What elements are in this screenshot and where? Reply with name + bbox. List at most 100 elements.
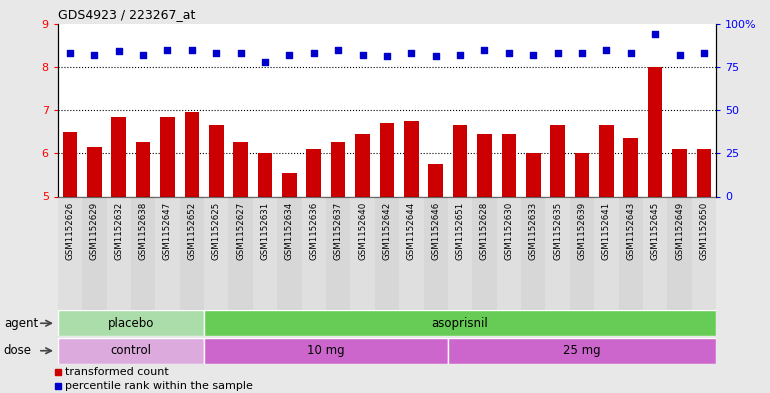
- Bar: [58, 196, 82, 310]
- Bar: [599, 125, 614, 196]
- Bar: [355, 134, 370, 196]
- Bar: [326, 196, 350, 310]
- Text: GSM1152634: GSM1152634: [285, 202, 294, 261]
- Point: [430, 53, 442, 60]
- Text: GSM1152649: GSM1152649: [675, 202, 684, 260]
- Point: [601, 46, 613, 53]
- Bar: [424, 196, 448, 310]
- Text: GSM1152629: GSM1152629: [90, 202, 99, 260]
- Bar: [570, 196, 594, 310]
- Bar: [179, 196, 204, 310]
- Point: [357, 51, 369, 58]
- Text: GSM1152630: GSM1152630: [504, 202, 514, 261]
- Bar: [668, 196, 691, 310]
- Bar: [497, 196, 521, 310]
- Bar: [209, 125, 223, 196]
- Text: GSM1152650: GSM1152650: [699, 202, 708, 261]
- Bar: [204, 196, 229, 310]
- Text: GSM1152647: GSM1152647: [163, 202, 172, 261]
- Bar: [253, 196, 277, 310]
- Point: [283, 51, 296, 58]
- Bar: [380, 123, 394, 196]
- Point: [161, 46, 173, 53]
- Bar: [551, 125, 565, 196]
- Bar: [428, 164, 443, 196]
- Text: GSM1152636: GSM1152636: [310, 202, 318, 261]
- Text: dose: dose: [4, 344, 32, 358]
- Bar: [399, 196, 424, 310]
- Point: [307, 50, 320, 56]
- Text: GSM1152652: GSM1152652: [187, 202, 196, 261]
- Text: GSM1152637: GSM1152637: [333, 202, 343, 261]
- Bar: [545, 196, 570, 310]
- Text: GSM1152639: GSM1152639: [578, 202, 587, 260]
- Text: GSM1152646: GSM1152646: [431, 202, 440, 261]
- Point: [624, 50, 637, 56]
- Point: [673, 51, 685, 58]
- Text: asoprisnil: asoprisnil: [432, 317, 488, 330]
- Point: [88, 51, 100, 58]
- Text: 25 mg: 25 mg: [563, 344, 601, 357]
- Text: GSM1152644: GSM1152644: [407, 202, 416, 261]
- Bar: [672, 149, 687, 196]
- Text: GSM1152635: GSM1152635: [553, 202, 562, 261]
- Text: transformed count: transformed count: [65, 367, 169, 377]
- Bar: [204, 310, 716, 336]
- Bar: [448, 338, 716, 364]
- Text: 10 mg: 10 mg: [307, 344, 345, 357]
- Point: [576, 50, 588, 56]
- Bar: [160, 117, 175, 196]
- Bar: [331, 142, 346, 196]
- Point: [112, 48, 125, 54]
- Point: [380, 53, 393, 60]
- Point: [332, 46, 344, 53]
- Point: [503, 50, 515, 56]
- Bar: [594, 196, 618, 310]
- Point: [210, 50, 223, 56]
- Text: GSM1152631: GSM1152631: [260, 202, 269, 261]
- Point: [649, 31, 661, 37]
- Text: agent: agent: [4, 317, 38, 330]
- Bar: [375, 196, 399, 310]
- Text: GDS4923 / 223267_at: GDS4923 / 223267_at: [58, 8, 195, 21]
- Bar: [472, 196, 497, 310]
- Text: GSM1152627: GSM1152627: [236, 202, 245, 261]
- Point: [186, 46, 198, 53]
- Bar: [643, 196, 668, 310]
- Bar: [136, 142, 150, 196]
- Text: placebo: placebo: [108, 317, 154, 330]
- Point: [137, 51, 149, 58]
- Bar: [185, 112, 199, 196]
- Bar: [404, 121, 419, 196]
- Text: GSM1152641: GSM1152641: [602, 202, 611, 261]
- Point: [259, 59, 271, 65]
- Bar: [302, 196, 326, 310]
- Bar: [477, 134, 492, 196]
- Bar: [58, 310, 204, 336]
- Point: [234, 50, 246, 56]
- Text: GSM1152638: GSM1152638: [139, 202, 148, 261]
- Bar: [62, 132, 77, 196]
- Bar: [521, 196, 545, 310]
- Bar: [574, 153, 589, 196]
- Bar: [258, 153, 273, 196]
- Bar: [87, 147, 102, 196]
- Bar: [82, 196, 106, 310]
- Bar: [501, 134, 516, 196]
- Point: [698, 50, 710, 56]
- Text: GSM1152626: GSM1152626: [65, 202, 75, 261]
- Bar: [453, 125, 467, 196]
- Point: [454, 51, 466, 58]
- Text: GSM1152640: GSM1152640: [358, 202, 367, 261]
- Point: [478, 46, 490, 53]
- Text: GSM1152643: GSM1152643: [626, 202, 635, 261]
- Bar: [648, 67, 662, 196]
- Bar: [350, 196, 375, 310]
- Bar: [618, 196, 643, 310]
- Bar: [156, 196, 179, 310]
- Bar: [233, 142, 248, 196]
- Bar: [306, 149, 321, 196]
- Point: [551, 50, 564, 56]
- Text: GSM1152632: GSM1152632: [114, 202, 123, 261]
- Bar: [526, 153, 541, 196]
